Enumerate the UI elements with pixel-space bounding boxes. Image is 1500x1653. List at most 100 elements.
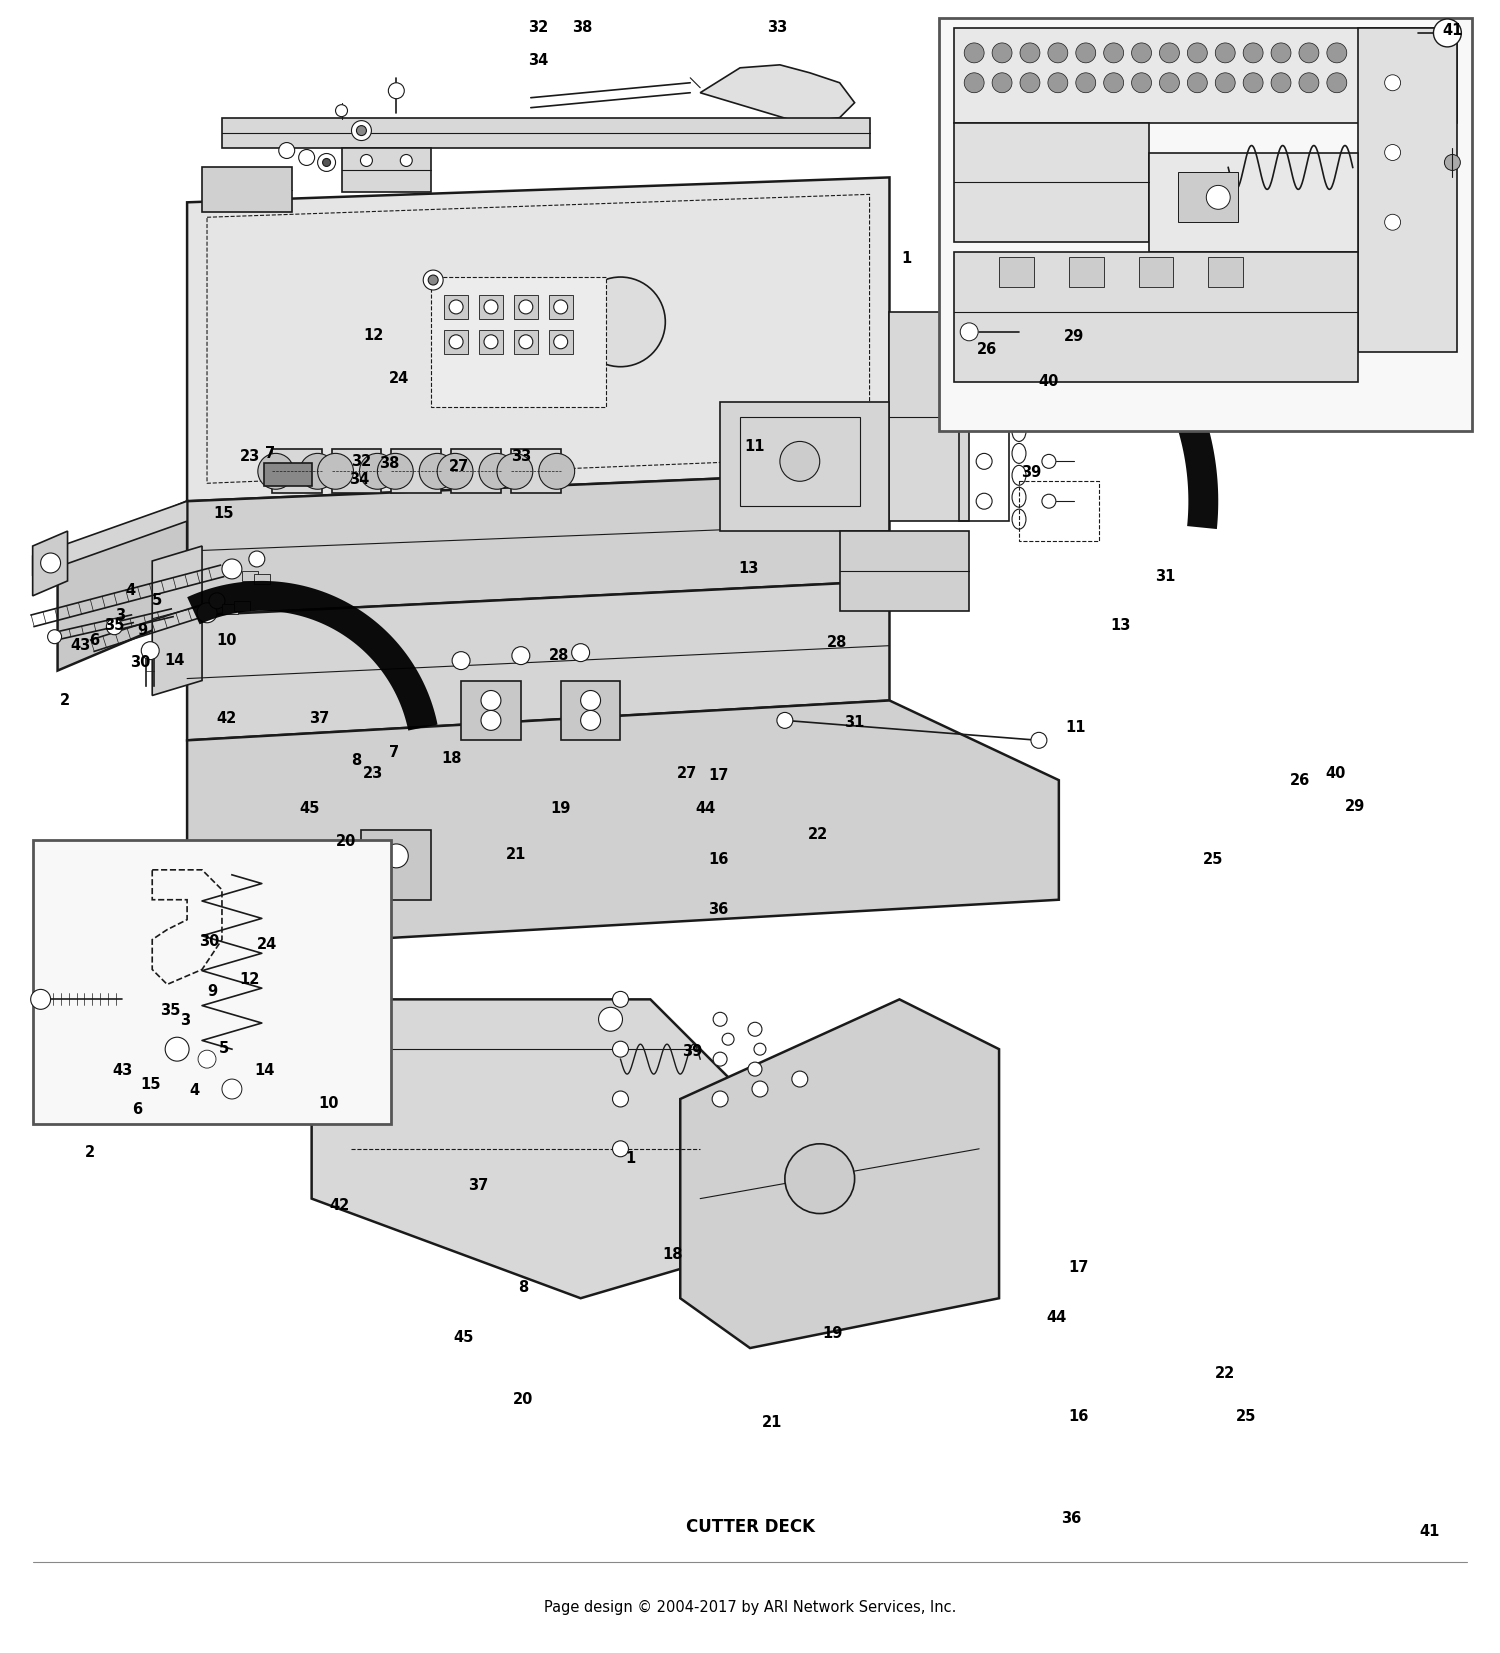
Text: Page design © 2004-2017 by ARI Network Services, Inc.: Page design © 2004-2017 by ARI Network S…: [544, 1600, 956, 1615]
Circle shape: [482, 711, 501, 731]
Circle shape: [992, 43, 1012, 63]
Circle shape: [309, 957, 333, 982]
Polygon shape: [254, 574, 270, 584]
Text: 34: 34: [528, 53, 548, 68]
Text: 22: 22: [1215, 1365, 1236, 1380]
Circle shape: [1131, 73, 1152, 93]
Text: 33: 33: [766, 20, 788, 35]
Circle shape: [976, 334, 992, 350]
Polygon shape: [33, 531, 68, 595]
Text: 19: 19: [822, 1326, 843, 1341]
Text: 23: 23: [363, 767, 384, 782]
Circle shape: [612, 1141, 628, 1157]
Text: 37: 37: [468, 1179, 488, 1193]
Circle shape: [1434, 18, 1461, 46]
Bar: [444, 331, 468, 354]
Circle shape: [754, 1043, 766, 1055]
Text: 24: 24: [256, 937, 278, 952]
Circle shape: [198, 1050, 216, 1068]
Circle shape: [1076, 73, 1095, 93]
Circle shape: [1270, 43, 1292, 63]
Text: 13: 13: [738, 562, 758, 577]
Bar: [514, 331, 538, 354]
Text: 10: 10: [318, 1096, 339, 1111]
Text: 39: 39: [1022, 464, 1041, 479]
Text: 9: 9: [136, 623, 147, 638]
Polygon shape: [452, 450, 501, 493]
Circle shape: [1042, 375, 1056, 388]
Polygon shape: [188, 701, 1059, 949]
Circle shape: [580, 711, 600, 731]
Bar: [478, 294, 502, 319]
Text: 15: 15: [213, 506, 234, 521]
Circle shape: [1048, 73, 1068, 93]
Circle shape: [484, 336, 498, 349]
Text: 42: 42: [217, 711, 237, 726]
Circle shape: [1160, 43, 1179, 63]
Text: 10: 10: [216, 633, 237, 648]
Bar: [514, 294, 538, 319]
Circle shape: [572, 643, 590, 661]
Polygon shape: [242, 570, 258, 580]
Circle shape: [1215, 43, 1234, 63]
Text: 36: 36: [1060, 1511, 1082, 1526]
Circle shape: [554, 299, 567, 314]
Circle shape: [512, 646, 530, 665]
Polygon shape: [392, 450, 441, 493]
Circle shape: [222, 1079, 242, 1099]
Text: 8: 8: [351, 752, 361, 767]
Text: 25: 25: [1203, 853, 1224, 868]
Text: 38: 38: [380, 456, 399, 471]
Circle shape: [748, 1063, 762, 1076]
Circle shape: [1384, 74, 1401, 91]
Polygon shape: [1149, 152, 1358, 253]
Text: 32: 32: [528, 20, 548, 35]
Polygon shape: [272, 450, 321, 493]
Circle shape: [48, 630, 62, 643]
Circle shape: [1041, 334, 1058, 350]
Circle shape: [384, 845, 408, 868]
Circle shape: [598, 1007, 622, 1031]
Circle shape: [1076, 43, 1095, 63]
Circle shape: [612, 1041, 628, 1058]
Circle shape: [1384, 144, 1401, 160]
Text: 43: 43: [112, 1063, 132, 1078]
Text: 19: 19: [550, 800, 572, 815]
Text: 29: 29: [1064, 329, 1084, 344]
Text: 31: 31: [1155, 569, 1176, 584]
Circle shape: [538, 453, 574, 489]
Circle shape: [388, 83, 405, 99]
Text: 17: 17: [708, 767, 729, 782]
Polygon shape: [332, 450, 381, 493]
Polygon shape: [720, 402, 890, 531]
Text: 5: 5: [152, 593, 162, 608]
Circle shape: [330, 893, 354, 917]
Circle shape: [448, 336, 464, 349]
Circle shape: [1215, 73, 1234, 93]
Circle shape: [1020, 43, 1040, 63]
Circle shape: [712, 1012, 728, 1027]
Text: 18: 18: [441, 750, 462, 765]
Text: 40: 40: [1326, 767, 1346, 782]
Text: 24: 24: [388, 370, 410, 387]
Bar: [999, 258, 1033, 288]
Circle shape: [1020, 73, 1040, 93]
Circle shape: [1270, 73, 1292, 93]
Circle shape: [196, 603, 217, 623]
Text: 41: 41: [1442, 23, 1462, 38]
Circle shape: [484, 299, 498, 314]
Polygon shape: [222, 603, 238, 613]
Text: 15: 15: [140, 1076, 160, 1091]
Polygon shape: [1007, 233, 1218, 529]
Circle shape: [964, 43, 984, 63]
Circle shape: [1328, 73, 1347, 93]
Circle shape: [722, 1033, 734, 1045]
Bar: [740, 417, 860, 506]
Circle shape: [964, 73, 984, 93]
Text: 5: 5: [219, 1041, 230, 1056]
Text: 1: 1: [902, 251, 912, 266]
Circle shape: [351, 121, 372, 141]
Text: 41: 41: [1420, 1524, 1440, 1539]
Circle shape: [784, 1144, 855, 1213]
Circle shape: [780, 441, 819, 481]
